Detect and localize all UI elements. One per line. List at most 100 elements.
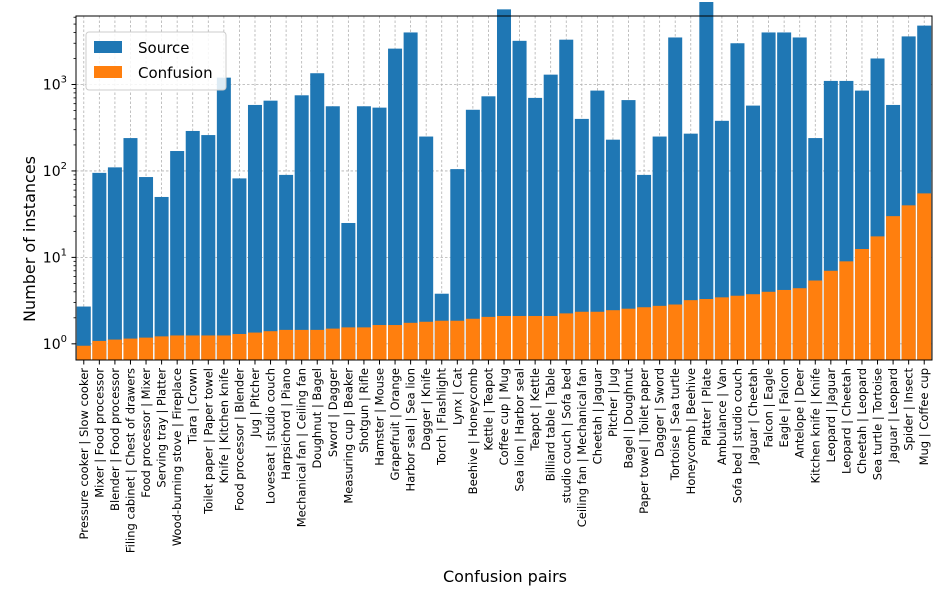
x-tick-label: Lynx | Cat [450,368,464,426]
legend-label-source: Source [138,39,190,57]
bar-confusion [247,332,262,360]
bar-source [792,37,807,360]
bar-confusion [310,329,325,360]
bar-source [310,73,325,361]
bar-source [590,90,605,360]
x-tick-label: Kitchen knife | Knife [808,368,822,483]
bar-confusion [901,205,916,360]
bar-confusion [808,280,823,360]
x-tick-label: Filing cabinet | Chest of drawers [123,368,137,553]
bar-confusion [294,329,309,360]
x-tick-label: Paper towel | Toilet paper [637,368,651,514]
bar-confusion [605,310,620,360]
x-tick-label: Jaguar | Cheetah [746,368,760,465]
bar-confusion [854,249,869,360]
x-tick-label: Doughnut | Bagel [310,368,324,469]
bar-source [419,136,434,360]
bar-confusion [870,236,885,360]
x-tick-label: Serving tray | Platter [155,368,169,488]
x-tick-label: Mixer | Food processor [92,368,106,498]
bar-source [123,138,138,360]
x-tick-label: Ceiling fan | Mechanical fan [575,368,589,527]
y-tick-label: 103 [43,74,67,93]
x-tick-label: Beehive | Honeycomb [466,368,480,494]
bar-confusion [185,335,200,360]
bar-source [247,104,262,361]
x-tick-label: Food processor | Blender [232,368,246,511]
x-tick-label: Jaguar | Leopard [886,368,900,463]
x-tick-label: Sea turtle | Tortoise [871,368,885,480]
bar-source [170,151,185,360]
x-tick-label: Sofa bed | studio couch [730,368,744,503]
x-axis-label: Confusion pairs [443,567,567,586]
x-tick-label: Hamster | Mouse [372,368,386,466]
bar-confusion [232,333,247,360]
bar-confusion [154,336,169,360]
bar-source [92,172,107,360]
x-tick-label: Cheetah | Jaguar [590,368,604,465]
x-tick-label: Mechanical fan | Ceiling fan [295,368,309,527]
bar-confusion [325,328,340,360]
bar-confusion [107,339,122,360]
bar-source [372,107,387,361]
x-tick-label: Dagger | Knife [419,368,433,451]
bar-confusion [496,315,512,360]
bar-confusion [216,335,231,360]
bar-confusion [559,313,574,360]
y-axis-label: Number of instances [20,156,39,322]
bar-confusion [746,294,761,360]
x-tick-label: Mug | Coffee cup [917,368,931,465]
bar-source [496,9,512,361]
bar-confusion [403,322,418,360]
x-tick-label: Grapefruit | Orange [388,368,402,481]
bar-confusion [637,307,652,360]
x-tick-label: Food processor | Mixer [139,368,153,498]
bar-confusion [201,335,216,360]
bar-confusion [823,270,838,360]
bar-confusion [512,315,527,360]
bar-confusion [450,320,465,360]
legend-swatch-confusion [94,66,122,78]
x-tick-label: Cheetah | Leopard [855,368,869,474]
bar-source [777,32,792,360]
y-tick-label: 101 [43,247,67,266]
bar-confusion [434,320,449,360]
bar-confusion [777,289,792,360]
x-tick-label: Sword | Dagger [326,368,340,457]
y-tick-label: 100 [43,334,67,353]
bar-confusion [652,305,667,360]
bar-confusion [341,327,356,360]
bar-source [621,100,636,360]
bar-confusion [263,331,278,360]
x-tick-label: Tiara | Crown [186,368,200,445]
bar-source [201,135,216,360]
bar-confusion [886,216,901,360]
bar-source [528,97,543,361]
bar-confusion [139,337,154,360]
bar-confusion [279,329,294,360]
bar-source [294,95,309,360]
bar-confusion [465,318,480,360]
bar-confusion [123,338,138,360]
y-tick-label: 102 [43,161,67,180]
bar-confusion [92,340,107,360]
bar-source [761,32,776,360]
x-tick-label: Leopard | Jaguar [824,368,838,463]
legend-swatch-source [94,41,122,53]
bar-confusion [76,345,91,360]
x-tick-label: Loveseat | studio couch [264,368,278,504]
bars [76,2,932,361]
x-tick-label: Leopard | Cheetah [839,368,853,474]
bar-confusion [528,315,543,360]
x-tick-label: Spider | Insect [902,368,916,451]
bar-source [668,37,683,360]
bar-confusion [574,311,589,360]
x-tick-label: Wood-burning stove | Fireplace [170,368,184,546]
bar-source [465,109,480,360]
bar-source [574,118,589,361]
bar-confusion [761,291,776,360]
bar-confusion [372,325,387,360]
x-tick-label: Billiard table | Table [544,368,558,481]
